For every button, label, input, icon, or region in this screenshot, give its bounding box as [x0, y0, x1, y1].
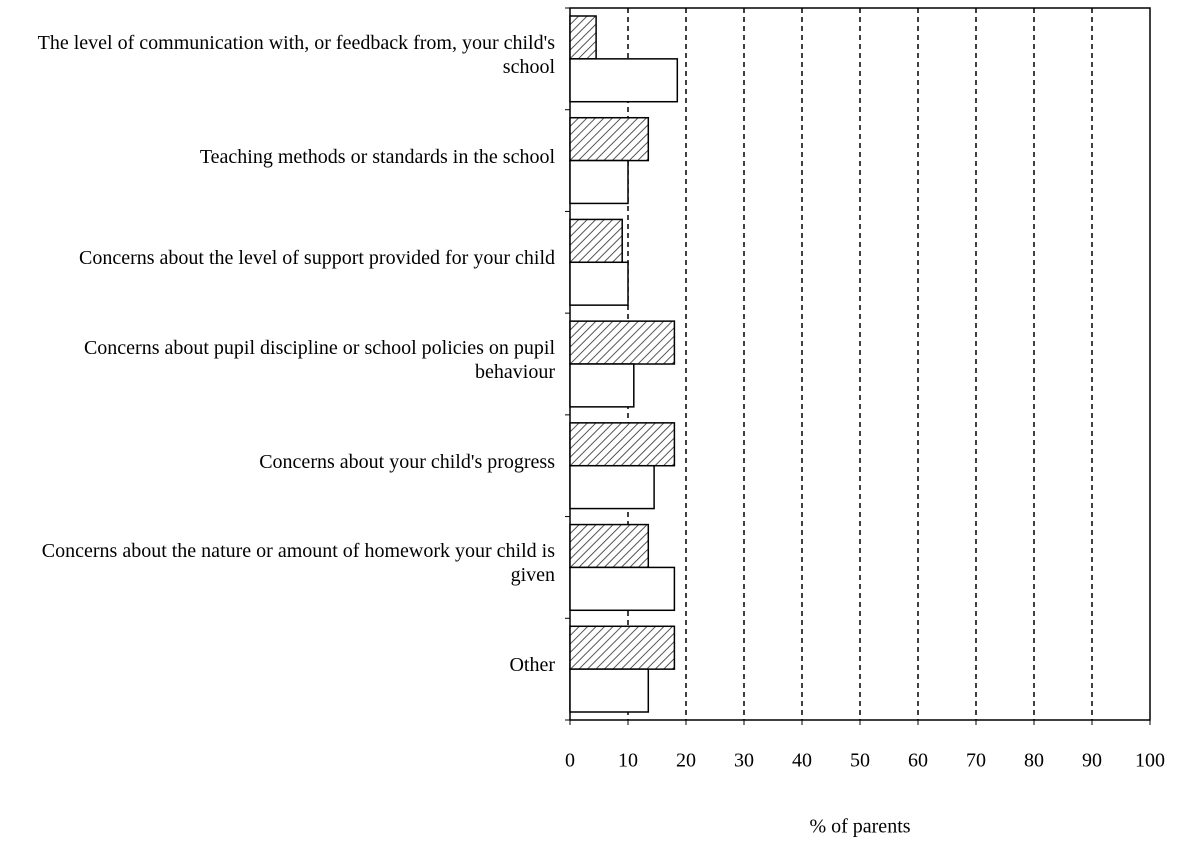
x-tick-label: 70 [966, 750, 986, 772]
bar [569, 159, 629, 205]
y-tick-label: The level of communication with, or feed… [37, 31, 555, 78]
bar [569, 261, 629, 306]
bar [569, 668, 650, 713]
bar [569, 363, 635, 408]
y-tick-label: Concerns about your child's progress [259, 450, 555, 473]
x-tick-label: 20 [676, 750, 696, 772]
x-tick-label: 60 [908, 750, 928, 772]
y-tick-label: Other [509, 654, 555, 677]
x-tick-label: 0 [565, 750, 575, 772]
y-tick-label: Concerns about pupil discipline or schoo… [83, 337, 555, 383]
y-tick-label: Teaching methods or standards in the sch… [199, 145, 555, 168]
x-tick-label: 50 [850, 750, 870, 772]
bar [569, 320, 676, 365]
y-tick-label: Concerns about the nature or amount of h… [41, 540, 555, 587]
bar [569, 464, 655, 510]
x-tick-label: 30 [734, 750, 754, 772]
bar [569, 625, 676, 670]
bar [569, 566, 676, 612]
y-tick-label: Concerns about the level of support prov… [79, 247, 555, 270]
x-tick-label: 80 [1024, 750, 1044, 772]
bar [569, 523, 650, 569]
bar [569, 15, 597, 60]
bar [569, 116, 650, 162]
x-axis-label: % of parents [809, 816, 910, 838]
x-tick-label: 40 [792, 750, 812, 772]
bar [569, 422, 676, 467]
x-tick-label: 10 [618, 750, 638, 772]
x-tick-label: 90 [1082, 750, 1102, 772]
bar [569, 58, 679, 103]
x-tick-label: 100 [1135, 750, 1165, 772]
bar [569, 218, 623, 264]
